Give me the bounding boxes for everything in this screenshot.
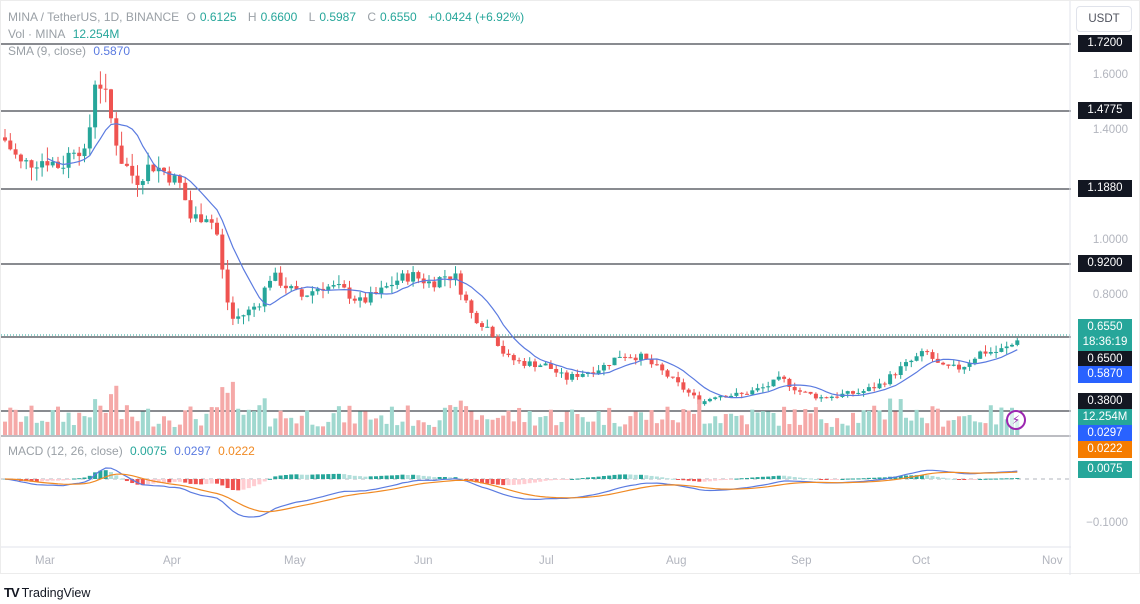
low-value: 0.5987 [319,10,357,24]
high-value: 0.6600 [260,10,298,24]
low-label: L [308,10,316,24]
price-axis-tick: 0.8000 [1092,289,1128,301]
time-axis-label: Mar [35,555,55,567]
lightning-icon[interactable]: ⚡ [1006,410,1026,430]
price-axis-tick: 1.0000 [1092,234,1128,246]
time-axis-label: Jun [414,555,433,567]
price-level-label: 0.9200 [1078,255,1132,272]
symbol-legend: MINA / TetherUS, 1D, BINANCE O 0.6125 H 0.… [8,10,528,24]
tradingview-brand[interactable]: TV TradingView [4,585,90,600]
price-level-label: 12.254M [1078,409,1132,426]
macd-legend: MACD (12, 26, close) 0.0075 0.0297 0.022… [8,444,259,458]
macd-line-value: 0.0297 [174,444,211,458]
sma-legend: SMA (9, close) 0.5870 [8,44,134,58]
chart-frame[interactable] [0,0,1140,575]
volume-legend: Vol · MINA 12.254M [8,27,123,41]
price-level-label: 18:36:19 [1078,334,1132,351]
change-value: +0.0424 (+6.92%) [428,10,525,24]
close-label: C [367,10,377,24]
sma-value: 0.5870 [93,44,131,58]
price-axis-tick: −0.1000 [1086,517,1128,529]
brand-name: TradingView [21,585,91,600]
price-axis-tick: 1.6000 [1092,69,1128,81]
symbol-title: MINA / TetherUS, 1D, BINANCE [8,10,180,24]
sma-label: SMA (9, close) [8,44,87,58]
macd-histogram-value: 0.0075 [130,444,167,458]
price-level-label: 0.0297 [1078,425,1132,442]
macd-label: MACD (12, 26, close) [8,444,123,458]
price-level-label: 1.7200 [1078,35,1132,52]
price-level-label: 0.0075 [1078,461,1132,478]
price-level-label: 0.6500 [1078,351,1132,368]
time-axis-label: Apr [163,555,181,567]
volume-label: Vol · MINA [8,27,66,41]
tradingview-logo-icon: TV [4,585,20,600]
price-level-label: 0.6550 [1078,319,1132,336]
volume-value: 12.254M [72,27,120,41]
high-label: H [247,10,257,24]
price-level-label: 1.1880 [1078,180,1132,197]
time-axis-label: Aug [666,555,687,567]
currency-button[interactable]: USDT [1076,6,1132,32]
price-level-label: 1.4775 [1078,102,1132,119]
price-level-label: 0.0222 [1078,441,1132,458]
chart-canvas[interactable] [1,1,1071,575]
time-axis-label: Oct [912,555,930,567]
price-axis-tick: 1.4000 [1092,124,1128,136]
open-label: O [186,10,196,24]
time-axis-label: Sep [791,555,812,567]
close-value: 0.6550 [380,10,417,24]
price-level-label: 0.3800 [1078,393,1132,410]
time-axis-label: May [284,555,306,567]
price-level-label: 0.5870 [1078,366,1132,383]
time-axis-label: Jul [539,555,554,567]
time-axis-label: Nov [1042,555,1063,567]
macd-signal-value: 0.0222 [218,444,255,458]
open-value: 0.6125 [199,10,237,24]
